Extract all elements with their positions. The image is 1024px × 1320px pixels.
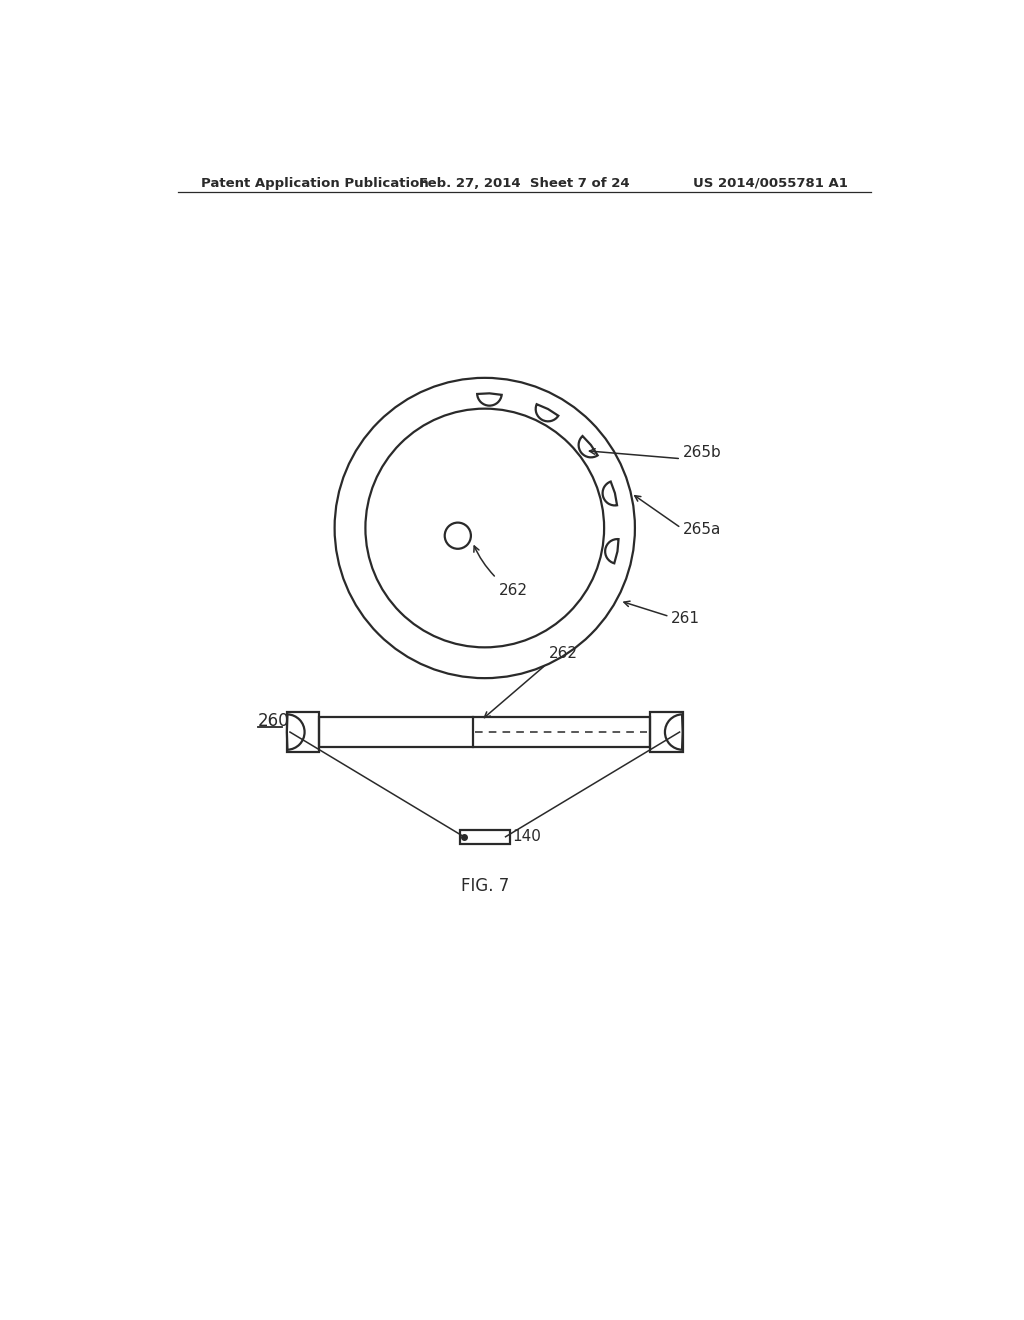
Text: 265b: 265b (683, 445, 721, 461)
Wedge shape (287, 714, 304, 750)
Text: FIG. 7: FIG. 7 (461, 876, 509, 895)
Text: Feb. 27, 2014  Sheet 7 of 24: Feb. 27, 2014 Sheet 7 of 24 (420, 177, 630, 190)
Text: 262: 262 (499, 583, 527, 598)
Text: US 2014/0055781 A1: US 2014/0055781 A1 (693, 177, 848, 190)
Text: 265a: 265a (683, 521, 721, 537)
Wedge shape (536, 404, 558, 421)
Text: 262: 262 (549, 647, 578, 661)
Wedge shape (477, 393, 502, 405)
Wedge shape (605, 539, 618, 564)
Bar (287, 711, 319, 752)
Text: Patent Application Publication: Patent Application Publication (202, 177, 429, 190)
Wedge shape (665, 714, 683, 750)
Bar (650, 711, 683, 752)
Bar (319, 717, 650, 747)
Text: 140: 140 (512, 829, 542, 845)
Wedge shape (579, 436, 598, 457)
Text: 261: 261 (671, 611, 700, 627)
Wedge shape (602, 482, 617, 506)
Text: 260: 260 (258, 711, 289, 730)
Bar (460, 830, 510, 843)
